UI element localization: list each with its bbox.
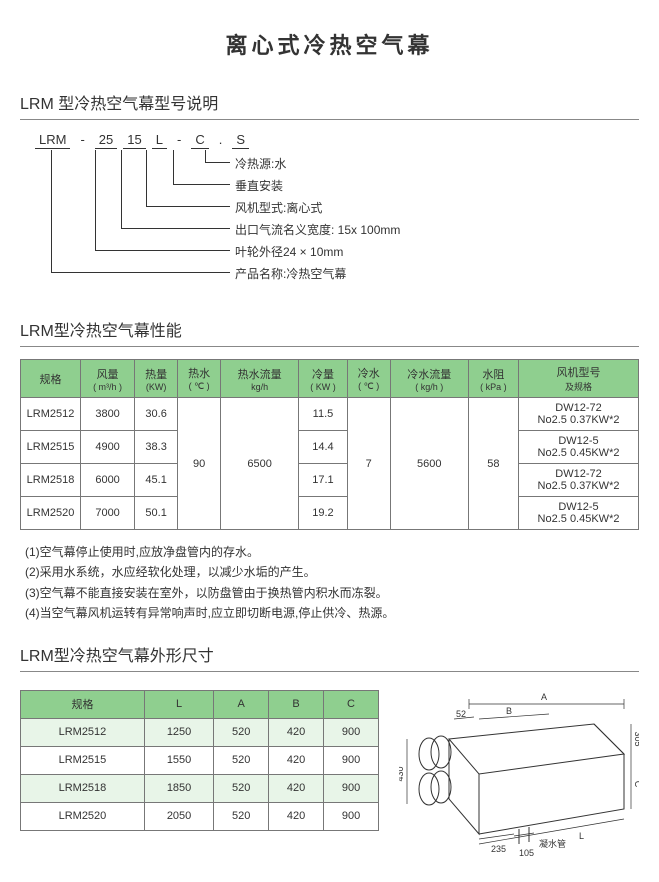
code-part: - — [76, 132, 88, 149]
performance-table: 规格风量( m³/h )热量(KW)热水( ℃ )热水流量kg/h冷量( KW … — [20, 359, 639, 530]
dim-label-C: C — [633, 780, 639, 787]
code-label: 垂直安装 — [235, 177, 283, 194]
code-part: - — [173, 132, 185, 149]
table-row: LRM2518600045.117.1DW12-72No2.5 0.37KW*2 — [21, 464, 639, 497]
page-title: 离心式冷热空气幕 — [20, 28, 639, 60]
divider — [20, 346, 639, 347]
code-part: . — [215, 132, 227, 149]
section1-heading: LRM 型冷热空气幕型号说明 — [20, 90, 639, 114]
note-line: (3)空气幕不能直接安装在室外，以防盘管由于换热管内积水而冻裂。 — [25, 583, 639, 603]
table-header: C — [324, 690, 379, 718]
table-header: 冷量( KW ) — [299, 360, 348, 398]
notes-block: (1)空气幕停止使用时,应放净盘管内的存水。(2)采用水系统，水应经软化处理，以… — [25, 542, 639, 624]
table-header: 冷水( ℃ ) — [347, 360, 390, 398]
dim-label-B: B — [506, 706, 512, 716]
note-line: (1)空气幕停止使用时,应放净盘管内的存水。 — [25, 542, 639, 562]
table-header: 水阻( kPa ) — [468, 360, 518, 398]
table-row: LRM2512380030.690650011.57560058DW12-72N… — [21, 398, 639, 431]
code-part: 15 — [123, 132, 145, 149]
code-part: S — [232, 132, 249, 149]
code-label: 冷热源:水 — [235, 155, 286, 172]
dim-label-235: 235 — [491, 844, 506, 854]
table-header: 热水( ℃ ) — [178, 360, 221, 398]
note-line: (4)当空气幕风机运转有异常响声时,应立即切断电源,停止供冷、热源。 — [25, 603, 639, 623]
dim-label-pipe: 凝水管 — [539, 838, 566, 849]
table-header: 热水流量kg/h — [221, 360, 299, 398]
table-header: 规格 — [21, 690, 145, 718]
dim-label-105: 105 — [519, 848, 534, 858]
code-parts: LRM - 25 15 L - C . S — [35, 132, 255, 149]
table-header: L — [144, 690, 213, 718]
code-part: L — [152, 132, 167, 149]
section2-heading: LRM型冷热空气幕性能 — [20, 317, 639, 341]
table-row: LRM25151550520420900 — [21, 746, 379, 774]
table-header: 热量(KW) — [135, 360, 178, 398]
code-label: 产品名称:冷热空气幕 — [235, 265, 346, 282]
dimension-table: 规格LABC LRM25121250520420900LRM2515155052… — [20, 690, 379, 831]
code-part: LRM — [35, 132, 70, 149]
table-header: B — [269, 690, 324, 718]
model-code-diagram: LRM - 25 15 L - C . S 冷热源:水 垂直安装 风机型式:离心… — [35, 132, 639, 307]
dimension-drawing: A B 52 C 305 430 L 235 105 凝水管 — [399, 684, 639, 862]
code-part: 25 — [95, 132, 117, 149]
dim-label-52: 52 — [456, 709, 466, 719]
table-row: LRM25121250520420900 — [21, 718, 379, 746]
dim-label-305: 305 — [633, 731, 639, 746]
table-row: LRM2515490038.314.4DW12-5No2.5 0.45KW*2 — [21, 431, 639, 464]
table-header: 冷水流量( kg/h ) — [390, 360, 468, 398]
dim-label-430: 430 — [399, 766, 405, 781]
divider — [20, 671, 639, 672]
section3-heading: LRM型冷热空气幕外形尺寸 — [20, 642, 639, 666]
table-header: A — [214, 690, 269, 718]
table-header: 风量( m³/h ) — [81, 360, 135, 398]
code-label: 叶轮外径24 × 10mm — [235, 243, 343, 260]
note-line: (2)采用水系统，水应经软化处理，以减少水垢的产生。 — [25, 562, 639, 582]
table-row: LRM25202050520420900 — [21, 802, 379, 830]
table-row: LRM25181850520420900 — [21, 774, 379, 802]
divider — [20, 119, 639, 120]
code-label: 出口气流名义宽度: 15x 100mm — [235, 221, 400, 238]
code-label: 风机型式:离心式 — [235, 199, 322, 216]
dim-label-A: A — [541, 692, 547, 702]
table-row: LRM2520700050.119.2DW12-5No2.5 0.45KW*2 — [21, 497, 639, 530]
code-part: C — [191, 132, 208, 149]
table-header: 风机型号及规格 — [519, 360, 639, 398]
dim-label-L: L — [579, 831, 584, 841]
table-header: 规格 — [21, 360, 81, 398]
